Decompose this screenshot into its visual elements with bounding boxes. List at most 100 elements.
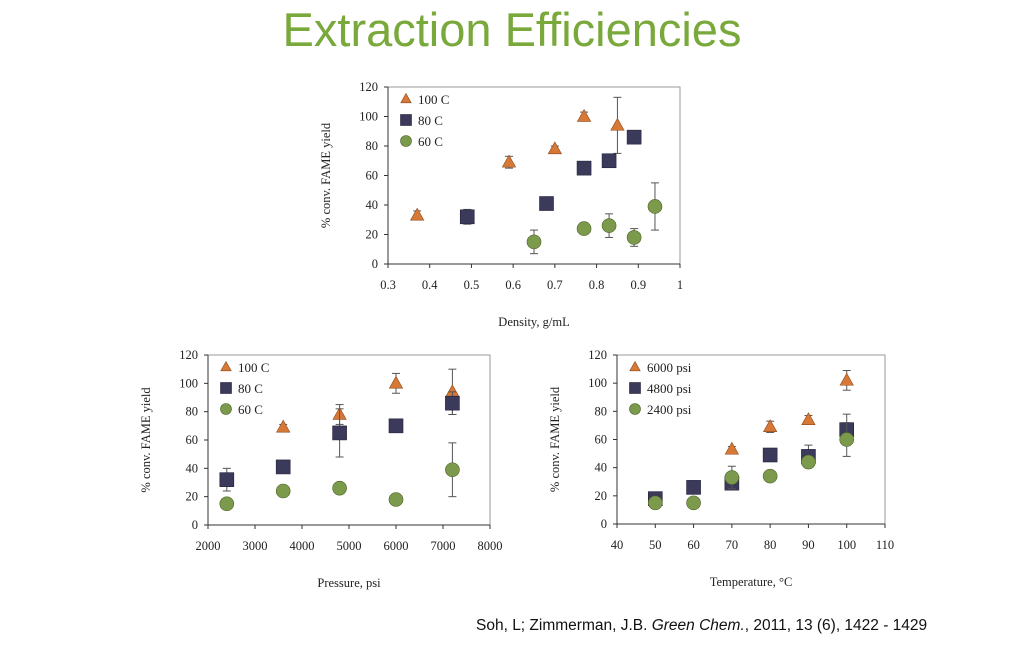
x-tick-label: 6000 [384, 539, 409, 553]
series-triangle [410, 96, 625, 221]
series-square [647, 413, 855, 506]
chart-density: 0 20 40 60 80 100 120 0.3 0.4 0.5 0.6 0.7 0.8 0.9 1 Den… [319, 80, 683, 329]
slide-title: Extraction Efficiencies [282, 3, 742, 56]
data-point-circle [576, 221, 592, 236]
data-point-triangle [839, 372, 854, 386]
series-triangle [724, 369, 854, 455]
citation-details: , 2011, 13 (6), 1422 - 1429 [744, 617, 928, 634]
x-tick-label: 7000 [431, 539, 456, 553]
y-tick-label: 80 [366, 139, 379, 153]
x-tick-label: 1 [677, 278, 683, 292]
y-axis-label: % conv. FAME yield [139, 387, 153, 493]
data-point-circle [626, 230, 642, 245]
x-tick-label: 110 [876, 538, 894, 552]
data-point-triangle [801, 412, 816, 425]
series-triangle [276, 368, 460, 433]
data-point-circle [724, 470, 740, 485]
x-tick-label: 40 [611, 538, 624, 552]
x-tick-label: 0.3 [380, 278, 396, 292]
data-point-square [332, 425, 347, 441]
series-circle [526, 182, 663, 255]
data-point-triangle [276, 419, 291, 433]
data-point-square [576, 160, 592, 176]
y-tick-label: 100 [588, 376, 607, 390]
x-tick-label: 4000 [290, 539, 315, 553]
x-tick-label: 2000 [196, 539, 221, 553]
data-point-circle [388, 492, 404, 507]
chart-pressure: 0 20 40 60 80 100 120 2000 3000 4000 5000 6000 7000 8… [139, 348, 503, 590]
data-point-circle [601, 218, 617, 233]
x-tick-label: 0.6 [505, 278, 521, 292]
data-point-circle [647, 495, 663, 511]
data-point-square [445, 395, 460, 411]
data-point-circle [686, 495, 701, 511]
chart-temperature: 0 20 40 60 80 100 120 40 50 60 70 80 90 100 110 Tempera… [548, 348, 894, 589]
legend: 6000 psi 4800 psi 2400 psi [629, 360, 692, 417]
y-tick-label: 120 [588, 348, 607, 362]
x-tick-label: 0.8 [589, 278, 605, 292]
x-tick-label: 3000 [243, 539, 268, 553]
y-tick-label: 20 [595, 489, 608, 503]
y-tick-label: 0 [192, 518, 198, 532]
legend: 100 C 80 C 60 C [400, 92, 449, 149]
data-point-square [626, 129, 642, 145]
legend-label: 80 C [238, 381, 263, 396]
legend-marker-square [220, 382, 232, 394]
legend-label: 4800 psi [647, 381, 692, 396]
y-tick-label: 80 [595, 404, 608, 418]
legend-marker-square [400, 114, 412, 126]
data-point-triangle [724, 441, 740, 455]
x-tick-label: 50 [649, 538, 662, 552]
data-point-triangle [410, 207, 425, 221]
legend-label: 100 C [418, 92, 449, 107]
data-point-triangle [388, 375, 404, 389]
data-point-circle [445, 462, 460, 478]
y-tick-label: 40 [366, 198, 379, 212]
x-axis-label: Density, g/mL [498, 315, 569, 329]
series-square [459, 129, 642, 225]
legend-marker-square [629, 382, 641, 394]
legend-marker-circle [400, 135, 412, 147]
data-point-square [275, 459, 291, 475]
data-point-square [459, 209, 475, 225]
data-point-square [686, 480, 701, 495]
data-point-circle [219, 496, 235, 512]
y-tick-label: 20 [366, 228, 379, 242]
legend-marker-circle [629, 403, 641, 415]
y-tick-label: 120 [179, 348, 198, 362]
x-tick-label: 70 [726, 538, 739, 552]
data-point-circle [762, 468, 778, 484]
data-point-triangle [576, 108, 592, 122]
legend-label: 2400 psi [647, 402, 692, 417]
data-point-square [388, 418, 404, 434]
x-axis-label: Pressure, psi [317, 576, 381, 590]
y-tick-label: 60 [186, 433, 199, 447]
data-point-square [539, 196, 554, 211]
data-point-circle [332, 480, 347, 496]
x-tick-label: 8000 [478, 539, 503, 553]
y-tick-label: 60 [366, 169, 379, 183]
x-tick-label: 5000 [337, 539, 362, 553]
x-tick-label: 0.9 [630, 278, 646, 292]
y-tick-label: 120 [359, 80, 378, 94]
data-point-circle [526, 234, 542, 250]
y-tick-label: 100 [359, 110, 378, 124]
citation-authors: Soh, L; Zimmerman, J.B. [476, 617, 652, 634]
y-axis-label: % conv. FAME yield [548, 386, 562, 492]
data-point-triangle [547, 141, 563, 155]
x-tick-label: 80 [764, 538, 777, 552]
y-tick-label: 60 [595, 433, 608, 447]
legend: 100 C 80 C 60 C [220, 360, 269, 417]
legend-marker-circle [220, 403, 232, 415]
x-axis-label: Temperature, °C [710, 575, 793, 589]
data-point-triangle [501, 154, 517, 168]
y-axis-label: % conv. FAME yield [319, 122, 333, 228]
citation: Soh, L; Zimmerman, J.B. Green Chem., 201… [476, 617, 927, 635]
legend-label: 6000 psi [647, 360, 692, 375]
data-point-square [762, 447, 778, 463]
y-tick-label: 20 [186, 490, 199, 504]
series-circle [219, 442, 460, 512]
data-point-square [219, 472, 235, 487]
data-point-triangle [610, 117, 625, 131]
legend-label: 60 C [238, 402, 263, 417]
